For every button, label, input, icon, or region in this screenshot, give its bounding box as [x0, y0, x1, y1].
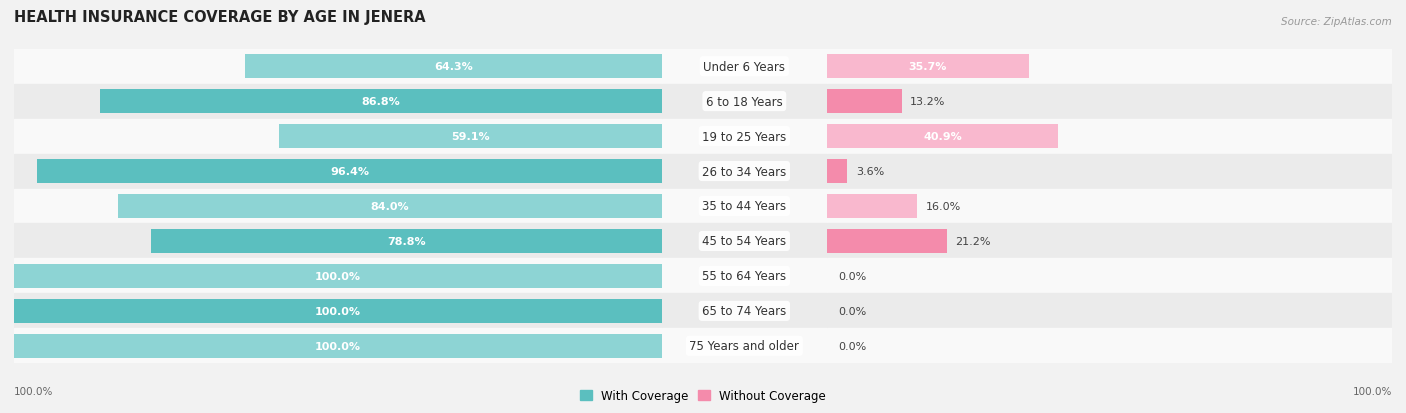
Legend: With Coverage, Without Coverage: With Coverage, Without Coverage — [575, 385, 831, 407]
Bar — [827, 230, 946, 253]
Bar — [118, 195, 662, 218]
Bar — [14, 334, 662, 358]
Text: 55 to 64 Years: 55 to 64 Years — [702, 270, 786, 283]
Bar — [245, 55, 662, 79]
Text: 40.9%: 40.9% — [924, 132, 962, 142]
Text: 0.0%: 0.0% — [838, 271, 866, 281]
Bar — [662, 50, 827, 84]
Bar — [827, 55, 1029, 79]
Text: 100.0%: 100.0% — [14, 387, 53, 396]
Bar — [14, 189, 662, 224]
Text: 6 to 18 Years: 6 to 18 Years — [706, 95, 783, 108]
Text: 35 to 44 Years: 35 to 44 Years — [702, 200, 786, 213]
Bar — [827, 189, 1392, 224]
Text: 100.0%: 100.0% — [1353, 387, 1392, 396]
Text: 96.4%: 96.4% — [330, 166, 368, 177]
Bar — [662, 84, 827, 119]
Bar — [827, 84, 1392, 119]
Text: 86.8%: 86.8% — [361, 97, 399, 107]
Text: 21.2%: 21.2% — [955, 236, 991, 247]
Bar — [827, 195, 917, 218]
Bar — [662, 119, 827, 154]
Text: 64.3%: 64.3% — [434, 62, 472, 72]
Bar — [662, 329, 827, 363]
Bar — [152, 230, 662, 253]
Bar — [827, 259, 1392, 294]
Text: 3.6%: 3.6% — [856, 166, 884, 177]
Text: 100.0%: 100.0% — [315, 271, 361, 281]
Bar — [14, 50, 662, 84]
Bar — [14, 329, 662, 363]
Text: Source: ZipAtlas.com: Source: ZipAtlas.com — [1281, 17, 1392, 26]
Bar — [100, 90, 662, 114]
Bar — [14, 224, 662, 259]
Bar — [14, 259, 662, 294]
Text: 35.7%: 35.7% — [908, 62, 948, 72]
Bar — [14, 299, 662, 323]
Bar — [662, 294, 827, 329]
Bar — [14, 294, 662, 329]
Bar — [662, 154, 827, 189]
Text: 65 to 74 Years: 65 to 74 Years — [702, 305, 786, 318]
Text: 16.0%: 16.0% — [927, 202, 962, 211]
Text: 26 to 34 Years: 26 to 34 Years — [702, 165, 786, 178]
Bar — [14, 264, 662, 288]
Bar — [14, 119, 662, 154]
Bar — [827, 90, 901, 114]
Bar — [662, 259, 827, 294]
Bar — [662, 189, 827, 224]
Bar — [827, 329, 1392, 363]
Bar — [14, 84, 662, 119]
Bar — [827, 224, 1392, 259]
Bar — [662, 224, 827, 259]
Text: 100.0%: 100.0% — [315, 341, 361, 351]
Bar — [827, 125, 1059, 149]
Bar — [827, 50, 1392, 84]
Text: Under 6 Years: Under 6 Years — [703, 61, 786, 74]
Text: 59.1%: 59.1% — [451, 132, 489, 142]
Bar — [827, 154, 1392, 189]
Bar — [827, 119, 1392, 154]
Bar — [278, 125, 662, 149]
Text: 100.0%: 100.0% — [315, 306, 361, 316]
Text: HEALTH INSURANCE COVERAGE BY AGE IN JENERA: HEALTH INSURANCE COVERAGE BY AGE IN JENE… — [14, 10, 426, 25]
Text: 78.8%: 78.8% — [387, 236, 426, 247]
Bar — [827, 160, 848, 183]
Text: 45 to 54 Years: 45 to 54 Years — [702, 235, 786, 248]
Text: 19 to 25 Years: 19 to 25 Years — [702, 130, 786, 143]
Text: 84.0%: 84.0% — [370, 202, 409, 211]
Bar — [827, 294, 1392, 329]
Text: 13.2%: 13.2% — [910, 97, 945, 107]
Text: 75 Years and older: 75 Years and older — [689, 339, 799, 352]
Text: 0.0%: 0.0% — [838, 306, 866, 316]
Bar — [14, 154, 662, 189]
Text: 0.0%: 0.0% — [838, 341, 866, 351]
Bar — [38, 160, 662, 183]
